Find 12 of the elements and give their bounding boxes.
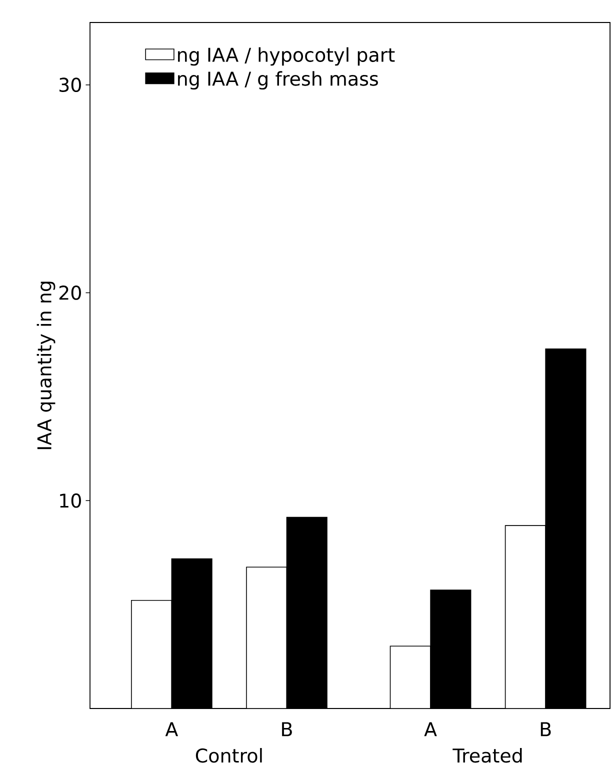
legend-label: ng IAA / g fresh mass [178, 71, 378, 90]
text: Treated [452, 748, 522, 763]
y-axis-title: IAA quantity in ng [36, 282, 56, 450]
text: Control [196, 748, 262, 763]
x-tick-label: B [282, 722, 292, 736]
y-tick-label: 10 [60, 493, 81, 508]
y-tick-label: 30 [60, 78, 81, 92]
x-tick-label: B [540, 722, 551, 736]
x-tick-label: A [165, 722, 178, 736]
x-tick-label: A [424, 722, 437, 736]
legend-label: ng IAA / hypocotyl part [178, 47, 395, 66]
y-tick-label: 20 [59, 286, 81, 300]
